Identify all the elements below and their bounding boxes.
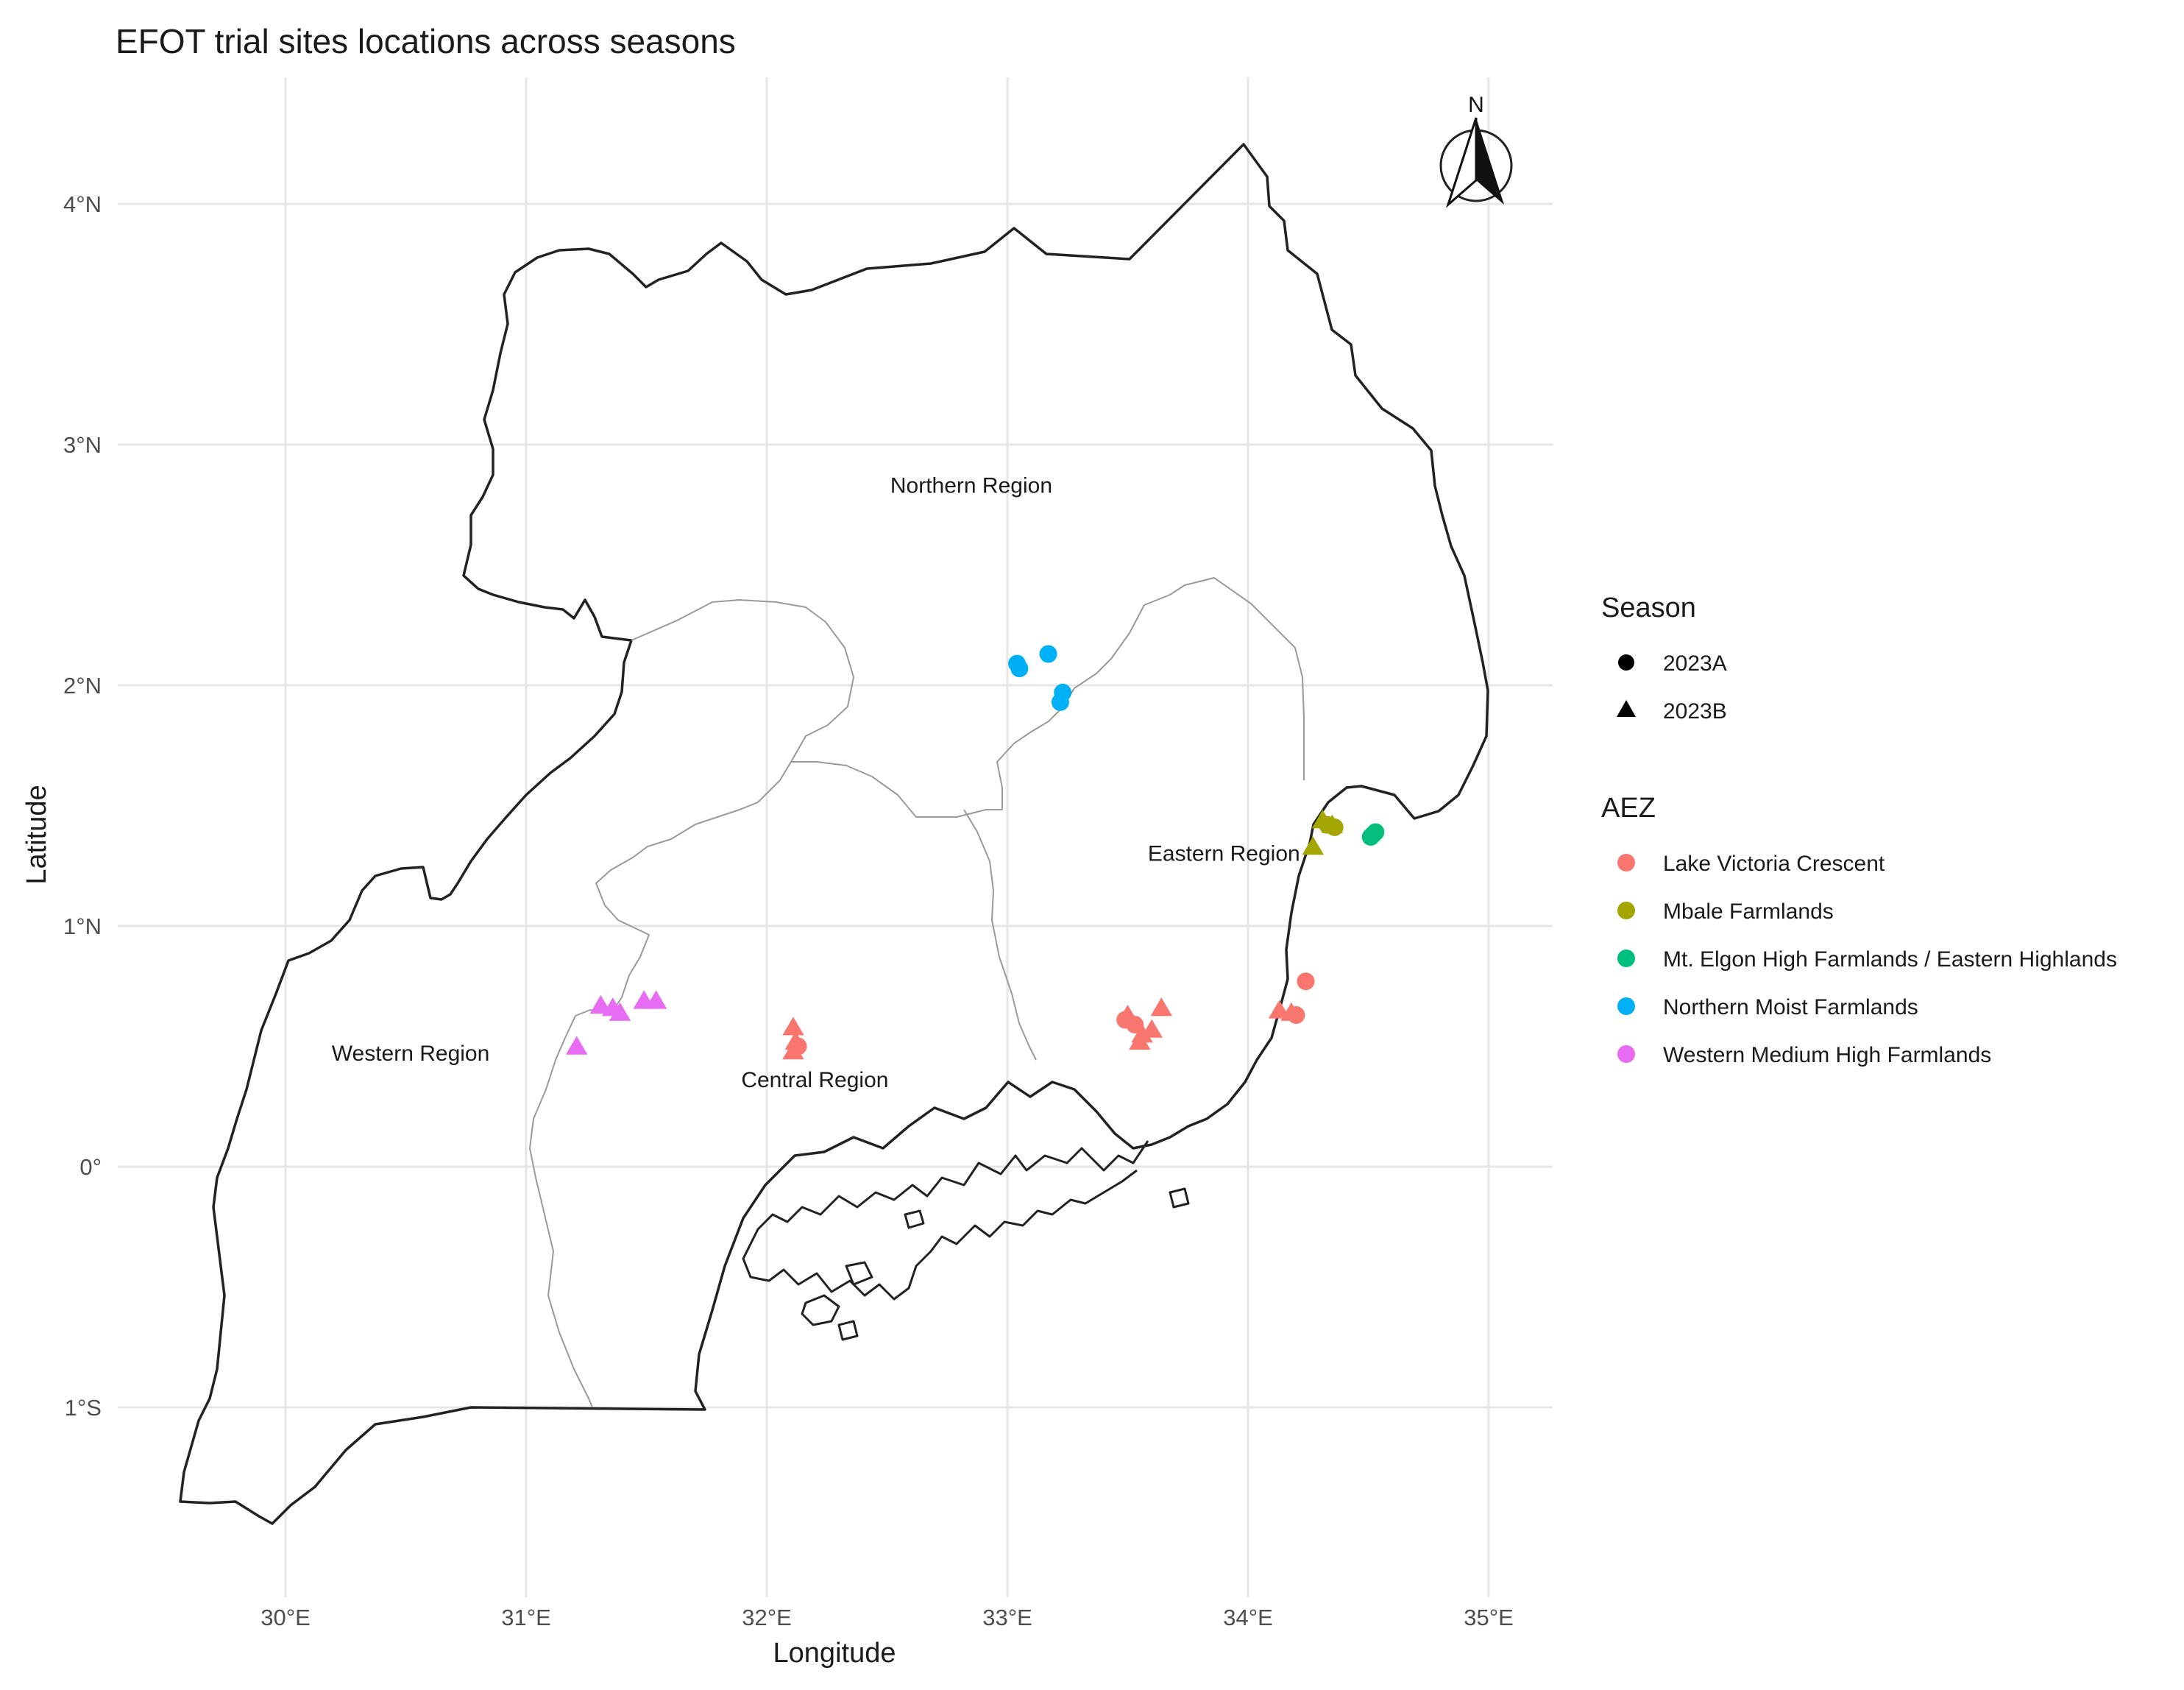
trial-site-point — [1287, 1005, 1305, 1024]
legend-aez-label: Northern Moist Farmlands — [1663, 995, 1918, 1019]
legend-aez-label: Mt. Elgon High Farmlands / Eastern Highl… — [1663, 947, 2117, 972]
trial-site-point — [1010, 660, 1029, 678]
legend-circle-icon — [1618, 654, 1634, 671]
trial-site-point — [1321, 814, 1344, 833]
x-tick-label: 30°E — [260, 1605, 311, 1630]
trial-site-point — [1051, 693, 1069, 711]
trial-site-point — [1297, 972, 1315, 991]
x-tick-label: 32°E — [742, 1605, 792, 1630]
y-tick-label: 1°N — [63, 913, 102, 939]
trial-site-point — [565, 1036, 588, 1055]
lake-island — [837, 1320, 859, 1341]
trial-site-point — [782, 1041, 804, 1060]
legend-season-label: 2023A — [1663, 651, 1727, 676]
legend-aez-label: Western Medium High Farmlands — [1663, 1043, 1991, 1067]
legend-aez-label: Lake Victoria Crescent — [1663, 852, 1885, 876]
lake-island — [904, 1209, 925, 1229]
y-tick-label: 4°N — [63, 191, 102, 217]
lake-victoria-shoreline — [742, 1140, 1190, 1341]
region-label-eastern: Eastern Region — [1148, 842, 1300, 866]
legend-season-label: 2023B — [1663, 699, 1727, 724]
trial-site-point — [782, 1017, 804, 1036]
legend-color-swatch — [1617, 902, 1635, 919]
legend-season-title: Season — [1601, 593, 1696, 623]
trial-site-point — [1116, 1004, 1139, 1024]
y-axis-label: Latitude — [21, 785, 52, 884]
legend-color-swatch — [1617, 997, 1635, 1015]
y-tick-label: 3°N — [63, 432, 102, 458]
legend-aez-label: Mbale Farmlands — [1663, 899, 1834, 924]
north-arrow-outline-icon — [1445, 117, 1478, 208]
lake-island — [801, 1294, 840, 1326]
trial-site-points — [565, 645, 1385, 1060]
trial-site-point — [1141, 1019, 1163, 1038]
graticule-grid — [118, 77, 1553, 1597]
trial-site-point — [609, 1002, 631, 1021]
northern-eastern-boundary — [996, 577, 1305, 810]
x-tick-label: 34°E — [1223, 1605, 1273, 1630]
central-eastern-boundary — [963, 809, 1037, 1061]
north-arrow-filled-icon — [1476, 118, 1504, 205]
region-labels: Northern Region Eastern Region Western R… — [332, 473, 1300, 1092]
trial-site-point — [1039, 645, 1057, 663]
legend-aez-title: AEZ — [1601, 793, 1656, 824]
trial-site-point — [1129, 1030, 1151, 1050]
y-tick-label: 1°S — [65, 1395, 102, 1421]
central-northern-boundary — [791, 761, 1002, 818]
legend-color-swatch — [1617, 854, 1635, 871]
region-label-northern: Northern Region — [890, 473, 1052, 498]
trial-site-point — [1302, 836, 1324, 855]
x-tick-label: 33°E — [982, 1605, 1032, 1630]
north-label: N — [1468, 93, 1484, 117]
legend: Season 2023A 2023B AEZ Lake Victoria Cre… — [1601, 593, 2117, 1067]
map-title: EFOT trial sites locations across season… — [116, 22, 736, 60]
lake-island — [845, 1261, 873, 1286]
x-tick-label: 31°E — [501, 1605, 551, 1630]
x-axis-label: Longitude — [773, 1638, 896, 1669]
x-axis-ticks: 30°E 31°E 32°E 33°E 34°E 35°E — [260, 1605, 1514, 1630]
trial-site-point — [645, 990, 667, 1009]
region-boundaries — [529, 577, 1305, 1408]
region-label-western: Western Region — [332, 1042, 490, 1066]
western-central-boundary — [529, 599, 854, 1408]
legend-color-swatch — [1617, 1045, 1635, 1063]
uganda-border — [179, 143, 1489, 1525]
lake-shoreline — [742, 1140, 1149, 1301]
y-tick-label: 2°N — [63, 673, 102, 699]
north-arrow: N — [1439, 93, 1513, 208]
region-label-central: Central Region — [741, 1068, 888, 1092]
x-tick-label: 35°E — [1464, 1605, 1514, 1630]
legend-triangle-icon — [1617, 700, 1636, 717]
trial-site-point — [1150, 997, 1172, 1017]
legend-color-swatch — [1617, 950, 1635, 967]
y-tick-label: 0° — [79, 1154, 102, 1180]
lake-island — [1169, 1187, 1190, 1209]
trial-site-point — [1366, 823, 1385, 841]
y-axis-ticks: 4°N 3°N 2°N 1°N 0° 1°S — [63, 191, 102, 1421]
